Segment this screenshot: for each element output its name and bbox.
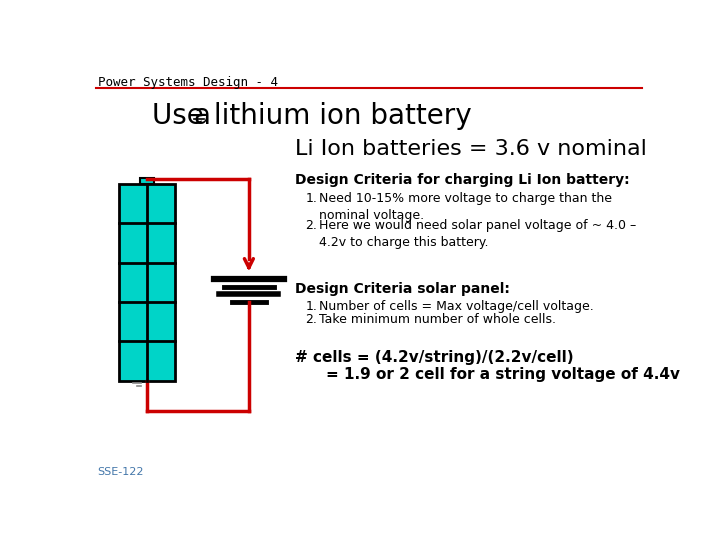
- Text: Number of cells = Max voltage/cell voltage.: Number of cells = Max voltage/cell volta…: [319, 300, 593, 313]
- Text: Li Ion batteries = 3.6 v nominal: Li Ion batteries = 3.6 v nominal: [295, 139, 647, 159]
- Text: 2.: 2.: [305, 219, 318, 232]
- Text: Need 10-15% more voltage to charge than the
nominal voltage.: Need 10-15% more voltage to charge than …: [319, 192, 611, 222]
- Text: Power Systems Design - 4: Power Systems Design - 4: [98, 76, 278, 89]
- Bar: [120, 184, 175, 381]
- Text: = 1.9 or 2 cell for a string voltage of 4.4v: = 1.9 or 2 cell for a string voltage of …: [326, 367, 680, 382]
- Text: SSE-122: SSE-122: [98, 467, 144, 477]
- Text: Here we would need solar panel voltage of ~ 4.0 –
4.2v to charge this battery.: Here we would need solar panel voltage o…: [319, 219, 636, 249]
- Text: # cells = (4.2v/string)/(2.2v/cell): # cells = (4.2v/string)/(2.2v/cell): [295, 350, 574, 364]
- Bar: [140, 178, 154, 184]
- Text: Design Criteria for charging Li Ion battery:: Design Criteria for charging Li Ion batt…: [295, 173, 630, 187]
- Text: a: a: [194, 102, 211, 130]
- Text: lithium ion battery: lithium ion battery: [204, 102, 472, 130]
- Text: Design Criteria solar panel:: Design Criteria solar panel:: [295, 282, 510, 296]
- Text: Use: Use: [152, 102, 212, 130]
- Text: 2.: 2.: [305, 313, 318, 326]
- Text: 1.: 1.: [305, 192, 318, 205]
- Text: 1.: 1.: [305, 300, 318, 313]
- Text: Take minimum number of whole cells.: Take minimum number of whole cells.: [319, 313, 556, 326]
